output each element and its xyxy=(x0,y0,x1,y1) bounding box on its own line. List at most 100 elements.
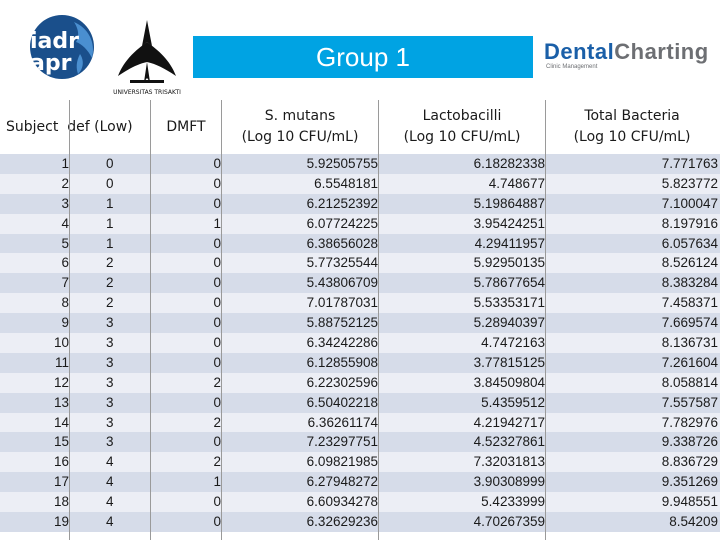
cell-smutans: 6.12855908 xyxy=(306,354,378,370)
table-row: 10 3 0 6.34242286 4.7472163 8.136731 xyxy=(0,333,720,353)
cell-def: 0 xyxy=(106,175,114,191)
table-row: 4 1 1 6.07724225 3.95424251 8.197916 xyxy=(0,213,720,234)
table-row: 11 3 0 6.12855908 3.77815125 7.261604 xyxy=(0,352,720,373)
cell-lacto: 5.4233999 xyxy=(481,494,545,510)
cell-dmft: 0 xyxy=(213,514,221,530)
col-header-def: def (Low) xyxy=(67,118,133,135)
cell-lacto: 3.77815125 xyxy=(473,354,545,370)
cell-total: 7.771763 xyxy=(661,156,718,171)
iadr-logo-line1: iadr xyxy=(30,29,79,54)
column-divider xyxy=(221,100,222,540)
cell-dmft: 2 xyxy=(213,454,221,470)
cell-subject: 17 xyxy=(53,474,69,490)
column-divider xyxy=(150,100,151,540)
table-row: 14 3 2 6.36261174 4.21942717 7.782976 xyxy=(0,412,720,433)
cell-dmft: 0 xyxy=(213,354,221,370)
cell-def: 2 xyxy=(106,255,114,271)
col-header-total-unit: (Log 10 CFU/mL) xyxy=(573,129,691,145)
cell-dmft: 0 xyxy=(213,394,221,410)
cell-subject: 15 xyxy=(53,434,69,450)
cell-dmft: 0 xyxy=(213,335,221,351)
cell-total: 7.458371 xyxy=(661,295,718,311)
table-row: 7 2 0 5.43806709 5.78677654 8.383284 xyxy=(0,273,720,294)
cell-dmft: 0 xyxy=(213,494,221,510)
cell-subject: 16 xyxy=(53,454,69,470)
cell-subject: 4 xyxy=(61,215,69,231)
cell-def: 3 xyxy=(106,354,114,370)
cell-dmft: 1 xyxy=(213,215,221,231)
cell-lacto: 3.90308999 xyxy=(473,474,545,490)
cell-def: 4 xyxy=(106,474,114,490)
cell-total: 7.557587 xyxy=(661,394,718,410)
cell-smutans: 6.32629236 xyxy=(306,514,378,530)
table-row: 12 3 2 6.22302596 3.84509804 8.058814 xyxy=(0,372,720,393)
cell-dmft: 0 xyxy=(213,175,221,191)
iadr-apr-globe-logo-icon: iadr apr xyxy=(30,15,94,79)
cell-total: 8.526124 xyxy=(661,255,718,271)
cell-subject: 18 xyxy=(53,494,69,510)
col-header-smutans-unit: (Log 10 CFU/mL) xyxy=(241,129,359,145)
table-row: 19 4 0 6.32629236 4.70267359 8.54209 xyxy=(0,512,720,532)
cell-total: 8.54209 xyxy=(669,514,718,530)
cell-total: 5.823772 xyxy=(661,175,718,191)
cell-def: 0 xyxy=(106,156,114,171)
column-divider xyxy=(69,100,70,540)
cell-lacto: 3.95424251 xyxy=(473,215,545,231)
cell-smutans: 6.5548181 xyxy=(314,175,378,191)
dental-charting-subtitle: Clinic Management xyxy=(546,64,598,70)
cell-dmft: 0 xyxy=(213,235,221,251)
table-row: 18 4 0 6.60934278 5.4233999 9.948551 xyxy=(0,492,720,513)
cell-smutans: 7.23297751 xyxy=(306,434,378,450)
cell-smutans: 5.43806709 xyxy=(306,275,378,291)
cell-subject: 13 xyxy=(53,394,69,410)
cell-smutans: 6.50402218 xyxy=(306,394,378,410)
cell-subject: 7 xyxy=(61,275,69,291)
cell-lacto: 7.32031813 xyxy=(473,454,545,470)
cell-lacto: 6.18282338 xyxy=(473,156,545,171)
col-header-lacto: Lactobacilli xyxy=(422,108,502,124)
cell-lacto: 5.53353171 xyxy=(473,295,545,311)
cell-total: 8.197916 xyxy=(661,215,718,231)
cell-def: 2 xyxy=(106,295,114,311)
cell-lacto: 5.4359512 xyxy=(481,394,545,410)
cell-dmft: 0 xyxy=(213,434,221,450)
cell-subject: 10 xyxy=(53,335,69,351)
cell-def: 4 xyxy=(106,454,114,470)
cell-dmft: 0 xyxy=(213,315,221,331)
cell-total: 8.836729 xyxy=(661,454,718,470)
cell-smutans: 6.22302596 xyxy=(306,374,378,390)
cell-total: 7.782976 xyxy=(661,414,718,430)
col-header-dmft: DMFT xyxy=(166,118,206,135)
col-header-subject: Subject xyxy=(6,118,59,135)
table-row: 16 4 2 6.09821985 7.32031813 8.836729 xyxy=(0,452,720,473)
cell-dmft: 1 xyxy=(213,474,221,490)
cell-dmft: 0 xyxy=(213,195,221,211)
cell-def: 1 xyxy=(106,235,114,251)
table-row: 15 3 0 7.23297751 4.52327861 9.338726 xyxy=(0,432,720,453)
cell-lacto: 5.78677654 xyxy=(473,275,545,291)
cell-lacto: 4.52327861 xyxy=(473,434,545,450)
table-body: 1 0 0 5.92505755 6.18282338 7.771763 2 0 0 6.5548… xyxy=(0,154,720,532)
cell-def: 3 xyxy=(106,315,114,331)
cell-total: 9.351269 xyxy=(661,474,718,490)
cell-total: 7.669574 xyxy=(661,315,718,331)
cell-dmft: 0 xyxy=(213,295,221,311)
cell-subject: 9 xyxy=(61,315,69,331)
iadr-logo-line2: apr xyxy=(30,51,72,76)
cell-lacto: 4.29411957 xyxy=(474,235,545,251)
cell-smutans: 6.07724225 xyxy=(306,215,378,231)
cell-total: 6.057634 xyxy=(661,235,718,251)
trisakti-caption: UNIVERSITAS TRISAKTI xyxy=(113,89,181,96)
cell-smutans: 6.60934278 xyxy=(306,494,378,510)
cell-smutans: 6.09821985 xyxy=(306,454,378,470)
cell-lacto: 5.28940397 xyxy=(473,315,545,331)
column-divider xyxy=(545,100,546,540)
cell-lacto: 4.70267359 xyxy=(473,514,545,530)
charting-word: Charting xyxy=(614,39,709,64)
slide-header: iadr apr UNIVERSITAS TRISAKTI Group 1 De… xyxy=(0,0,720,98)
cell-def: 1 xyxy=(106,195,114,211)
cell-total: 9.948551 xyxy=(661,494,718,510)
cell-def: 2 xyxy=(106,275,114,291)
cell-def: 4 xyxy=(106,494,114,510)
cell-subject: 5 xyxy=(61,235,69,251)
